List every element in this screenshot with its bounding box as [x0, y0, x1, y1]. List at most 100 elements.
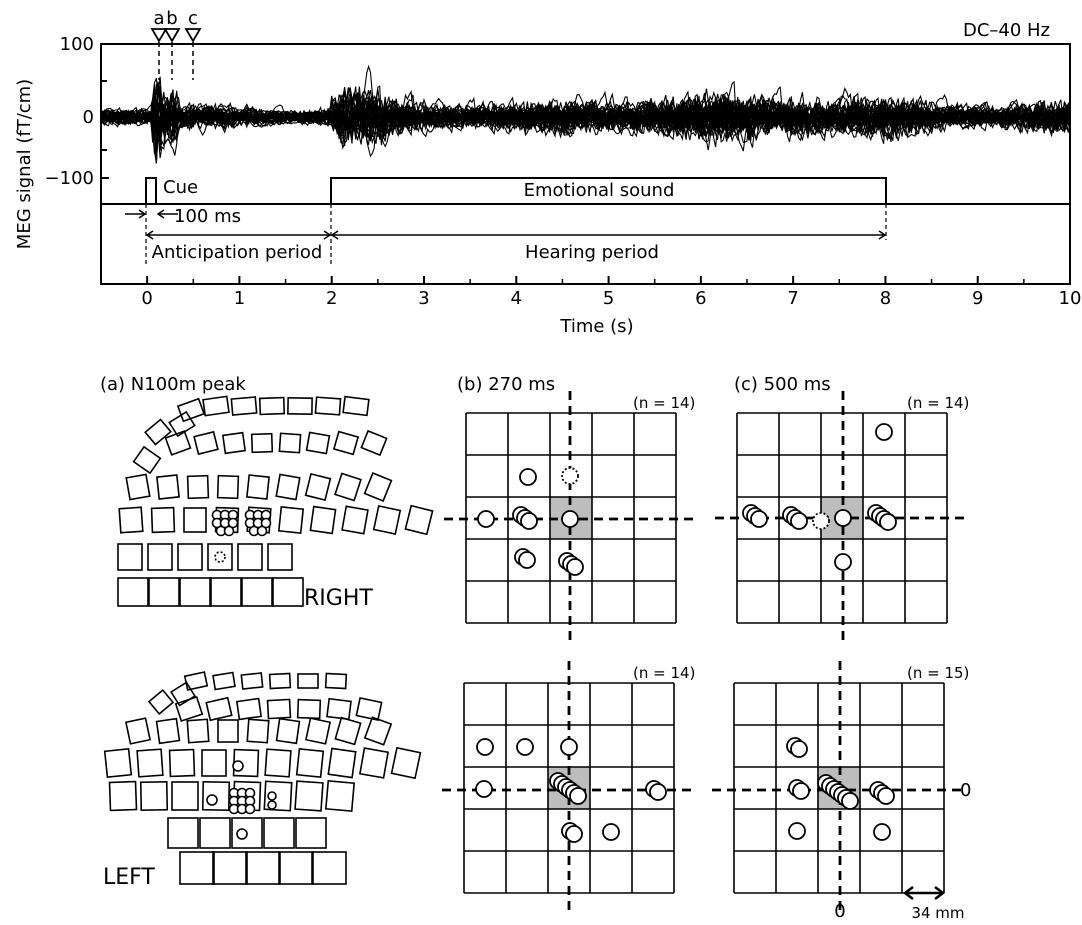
- grid-270ms-left: [442, 661, 696, 913]
- sensor-tile: [326, 697, 352, 721]
- sensor-tile: [103, 747, 133, 779]
- zero-y-label: 0: [960, 780, 971, 801]
- meg-trace: [101, 90, 1070, 151]
- sensor-tile: [266, 698, 292, 720]
- dipole-marker: [520, 512, 538, 530]
- sensor-tile: [177, 543, 203, 571]
- y-tick-minus-100: −100: [45, 168, 94, 189]
- dipole-marker: [565, 825, 583, 843]
- dipole-marker: [519, 468, 537, 486]
- sensor-tile: [334, 472, 362, 502]
- dipole-marker: [873, 823, 891, 841]
- x-tick-label: 3: [418, 288, 429, 309]
- sensor-tile: [139, 780, 169, 812]
- n-c-right: (n = 14): [907, 394, 969, 412]
- sensor-tile: [221, 431, 247, 455]
- dipole-marker: [475, 780, 493, 798]
- x-tick-label: 5: [603, 288, 614, 309]
- sensor-tile: [304, 472, 332, 502]
- sensor-tile: [309, 505, 337, 535]
- y-axis-label: MEG signal (fT/cm): [14, 79, 35, 249]
- x-tick-label: 7: [787, 288, 798, 309]
- sensor-tile: [156, 474, 180, 500]
- sensor-tile: [183, 507, 207, 533]
- y-tick-100: 100: [60, 34, 94, 55]
- sensor-tile: [147, 543, 173, 571]
- sensor-tile: [341, 505, 369, 535]
- grid-500ms-left: [712, 661, 966, 913]
- sensor-tile: [245, 851, 281, 885]
- y-tick-0: 0: [83, 107, 94, 128]
- sensor-tile: [304, 717, 332, 745]
- marker-c-label: c: [188, 8, 198, 29]
- x-tick-label: 8: [880, 288, 891, 309]
- sensor-tile: [264, 748, 292, 778]
- helmet-left: LEFT: [103, 671, 422, 890]
- panel-c-title: (c) 500 ms: [734, 374, 831, 395]
- n-b-left: (n = 14): [633, 664, 695, 682]
- sensor-tile: [278, 851, 314, 885]
- marker-b-triangle: [163, 28, 181, 43]
- anticipation-label: Anticipation period: [152, 242, 323, 263]
- sensor-tile: [201, 780, 231, 812]
- x-tick-label: 10: [1059, 288, 1082, 309]
- sensor-tile: [144, 418, 172, 446]
- sensor-tile: [148, 577, 180, 607]
- sensor-tile: [263, 817, 295, 849]
- marker-b-label: b: [166, 8, 177, 29]
- dipole-marker: [834, 509, 852, 527]
- sensor-tile: [363, 716, 393, 746]
- sensor-tile: [212, 851, 248, 885]
- helmet-right: RIGHT: [117, 395, 434, 611]
- dipole-marker: [518, 551, 536, 569]
- dipole-marker: [841, 792, 859, 810]
- sensor-tile: [272, 577, 304, 607]
- sensor-tile: [295, 747, 325, 779]
- sensor-tile: [404, 504, 434, 536]
- sensor-tile: [171, 781, 199, 811]
- sensor-tile: [296, 698, 322, 720]
- sensor-tile: [324, 780, 356, 812]
- grid-270ms-right: [444, 391, 698, 643]
- sensor-tile: [363, 472, 393, 502]
- sensor-tile: [117, 543, 143, 571]
- sensor-tile: [212, 671, 236, 691]
- dipole-marker: [476, 738, 494, 756]
- sensor-tile: [231, 817, 263, 849]
- sensor-tile: [179, 851, 215, 885]
- sensor-tile: [342, 395, 370, 417]
- n-b-right: (n = 14): [633, 394, 695, 412]
- x-tick-label: 0: [141, 288, 152, 309]
- interval-100ms: [125, 209, 178, 219]
- sensor-tile: [164, 430, 192, 456]
- sensor-tile: [183, 671, 209, 691]
- sensor-tile: [258, 396, 286, 416]
- sensor-tile: [217, 719, 239, 743]
- meg-time-plot: 100 0 −100 MEG signal (fT/cm) 0 1 2 3 4 5 6 7 8 9…: [14, 8, 1081, 337]
- sensor-tile: [155, 717, 181, 745]
- sensor-tile: [240, 672, 264, 690]
- sensor-tile: [241, 577, 273, 607]
- scale-bar: [902, 886, 946, 900]
- n-c-left: (n = 15): [907, 664, 969, 682]
- sensor-tile: [193, 430, 219, 456]
- sensor-tile: [372, 505, 402, 535]
- sensor-tile: [275, 473, 301, 501]
- sensor-tile: [168, 410, 196, 438]
- sensor-tile: [125, 473, 151, 501]
- sensor-tile: [237, 543, 263, 571]
- sensor-tile: [332, 430, 360, 456]
- cue-label: Cue: [163, 177, 198, 198]
- meg-traces: [101, 64, 1070, 164]
- sensor-tile: [250, 432, 274, 454]
- dipole-marker: [790, 740, 808, 758]
- dipole-marker: [812, 512, 830, 530]
- dipole-marker: [877, 787, 895, 805]
- dipole-marker: [879, 513, 897, 531]
- x-tick-label: 1: [234, 288, 245, 309]
- dipole-marker: [790, 512, 808, 530]
- sensor-tile: [132, 445, 162, 475]
- interval-label: 100 ms: [174, 206, 241, 227]
- dipole-marker: [602, 823, 620, 841]
- sensor-tile: [202, 395, 230, 417]
